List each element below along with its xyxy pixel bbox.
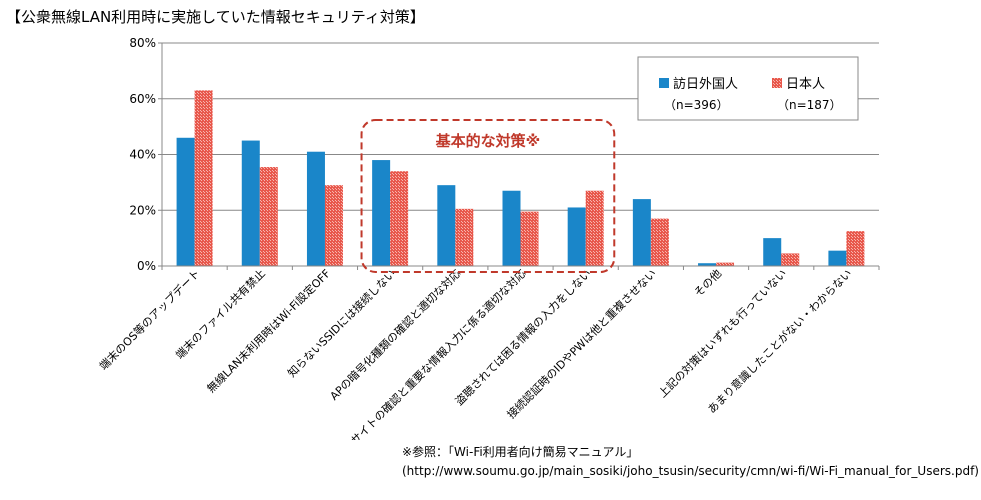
legend-label-series-2: 日本人 xyxy=(786,77,825,92)
source-note: ※参照：「Wi-Fi利用者向け簡易マニュアル」 (http://www.soum… xyxy=(402,443,979,481)
category-label-layer: 端末のOS等のアップデート端末のファイル共有禁止無線LAN未利用時はWi-Fi設… xyxy=(96,266,854,440)
legend-n-series-1: （n=396） xyxy=(664,98,729,112)
legend-swatch-series-2 xyxy=(772,78,782,88)
y-tick-label: 0% xyxy=(137,259,156,273)
x-category-label: 無線LAN未利用時はWi-Fi設定OFF xyxy=(204,266,333,395)
callout-box xyxy=(360,119,616,273)
bar-series-1 xyxy=(567,207,586,266)
bar-series-2 xyxy=(259,167,278,266)
bar-series-2 xyxy=(781,253,800,266)
axis-layer: 0% 20% 40% 60% 80% xyxy=(129,36,880,273)
bar-series-2 xyxy=(324,185,343,266)
legend-n-series-2: （n=187） xyxy=(777,98,842,112)
bar-series-1 xyxy=(437,185,456,266)
y-tick-label: 80% xyxy=(129,36,156,50)
x-category-label: 知らないSSIDには接続しない xyxy=(285,266,399,380)
bar-series-2 xyxy=(650,218,669,266)
x-category-label: 盗聴されては困る情報の入力をしない xyxy=(453,267,594,408)
x-category-label: あまり意識したことがない・わからない xyxy=(705,266,855,416)
bar-series-2 xyxy=(194,90,213,266)
legend-box xyxy=(637,56,859,121)
source-note-line-2: (http://www.soumu.go.jp/main_sosiki/joho… xyxy=(402,464,979,478)
chart-title: 【公衆無線LAN利用時に実施していた情報セキュリティ対策】 xyxy=(6,8,425,26)
bar-series-2 xyxy=(390,171,409,266)
bar-series-2 xyxy=(585,190,604,266)
legend-label-series-1: 訪日外国人 xyxy=(673,76,738,92)
callout-layer: 基本的な対策※ xyxy=(360,119,616,273)
bar-series-1 xyxy=(632,199,651,266)
bar-series-2 xyxy=(455,208,474,266)
y-tick-label: 20% xyxy=(129,203,156,217)
callout-label: 基本的な対策※ xyxy=(435,132,541,150)
bar-chart: 0% 20% 40% 60% 80% 端末のOS等のアップデート端末のファイル共有禁止無… xyxy=(96,36,880,440)
source-note-line-1: ※参照：「Wi-Fi利用者向け簡易マニュアル」 xyxy=(402,445,639,459)
x-category-label: APの暗号化種類の確認と適切な対応 xyxy=(327,266,464,403)
x-category-label: 上記の対策はいずれも行っていない xyxy=(655,266,789,400)
legend-swatch-series-1 xyxy=(659,78,669,88)
bar-series-1 xyxy=(306,151,325,266)
y-tick-label: 60% xyxy=(129,92,156,106)
bar-series-1 xyxy=(176,137,195,266)
legend: 訪日外国人 （n=396） 日本人 （n=187） xyxy=(637,56,859,121)
bar-series-2 xyxy=(520,211,539,266)
bar-layer xyxy=(176,90,865,266)
bar-series-1 xyxy=(698,263,717,266)
bar-series-1 xyxy=(502,190,521,266)
bar-series-1 xyxy=(372,160,391,266)
bar-series-1 xyxy=(763,238,782,266)
bar-series-2 xyxy=(846,231,865,266)
bar-series-1 xyxy=(828,250,847,266)
bar-series-2 xyxy=(716,262,735,266)
y-tick-label: 40% xyxy=(129,148,156,162)
x-category-label: その他 xyxy=(692,267,725,300)
bar-series-1 xyxy=(241,140,260,266)
x-category-label: 接続認証時のIDやPWは他と重複させない xyxy=(504,266,659,421)
